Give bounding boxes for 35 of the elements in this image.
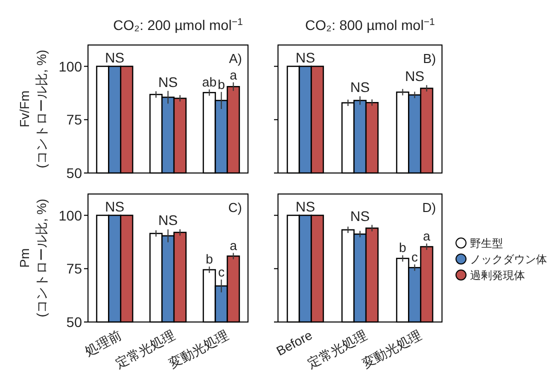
y-tick-label: 100 (58, 58, 82, 74)
y-axis-title: Pm (コントロール比, %) (17, 198, 49, 318)
y-tick-label: 75 (66, 112, 82, 128)
data-label: ab (202, 74, 217, 90)
legend-label: 野生型 (470, 237, 503, 250)
data-label: b (218, 76, 225, 92)
annotation: NS (104, 198, 124, 214)
annotation: NS (350, 79, 370, 96)
data-label: a (423, 228, 432, 244)
data-label: b (399, 240, 406, 256)
chart-title: CO₂: 200 µmol mol$^{−1}$ (113, 16, 243, 33)
chart-title: CO₂: 800 µmol mol$^{−1}$ (305, 16, 435, 33)
annotation: NS (404, 68, 424, 84)
annotation: NS (158, 74, 178, 90)
data-label: b (206, 252, 213, 267)
data-label: c (218, 264, 226, 280)
annotation: NS (296, 198, 316, 214)
y-tick-label: 50 (66, 314, 82, 330)
annotation: NS (158, 212, 178, 228)
annotation: A) (229, 51, 242, 66)
data-label: c (411, 249, 418, 264)
annotation: NS (296, 49, 316, 66)
annotation: B) (423, 51, 436, 66)
annotation: NS (350, 208, 370, 224)
annotation: C) (228, 200, 242, 215)
y-tick-label: 75 (66, 260, 82, 277)
annotation: NS (104, 49, 124, 66)
data-label: a (230, 238, 238, 253)
y-tick-label: 100 (58, 207, 82, 224)
y-tick-label: 50 (66, 165, 82, 181)
annotation: D) (422, 200, 436, 215)
data-label: a (230, 67, 238, 82)
legend-label: ノックダウン体 (470, 254, 547, 266)
y-axis-title: Fv/Fm (コントロール比, %) (17, 50, 49, 168)
legend-label: 過剰発現体 (470, 270, 525, 282)
